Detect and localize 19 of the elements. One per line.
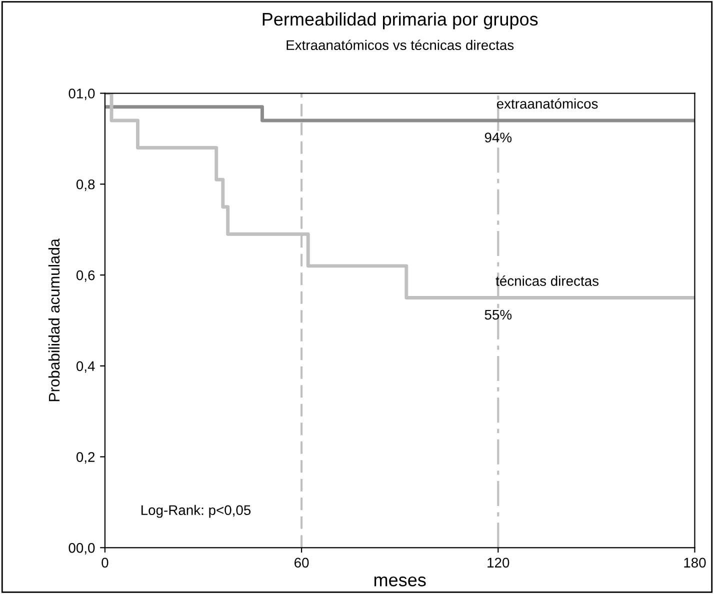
y-tick-label: 01,0 — [68, 88, 95, 100]
y-tick-label: 0,2 — [76, 452, 95, 464]
annotation: 55% — [484, 310, 512, 320]
chart-title: Permeabilidad primaria por grupos — [262, 12, 538, 30]
y-tick-label: 00,0 — [68, 543, 95, 554]
x-tick-label: 0 — [102, 558, 108, 568]
series-label: extraanatómicos — [496, 98, 598, 109]
y-tick-label: 0,6 — [76, 270, 95, 282]
y-tick-label: 0,4 — [76, 361, 95, 373]
x-tick-label: 60 — [294, 558, 309, 568]
series-label: técnicas directas — [496, 276, 599, 286]
annotation: Log-Rank: p<0,05 — [141, 504, 251, 518]
y-axis-title: Probabilidad acumulada — [48, 238, 60, 402]
x-axis-title: meses — [374, 576, 426, 586]
chart-subtitle: Extraanatómicos vs técnicas directas — [286, 40, 514, 50]
x-tick-label: 180 — [684, 558, 706, 568]
x-tick-label: 120 — [488, 558, 510, 568]
annotation: 94% — [484, 132, 512, 142]
y-tick-label: 0,8 — [76, 179, 95, 191]
